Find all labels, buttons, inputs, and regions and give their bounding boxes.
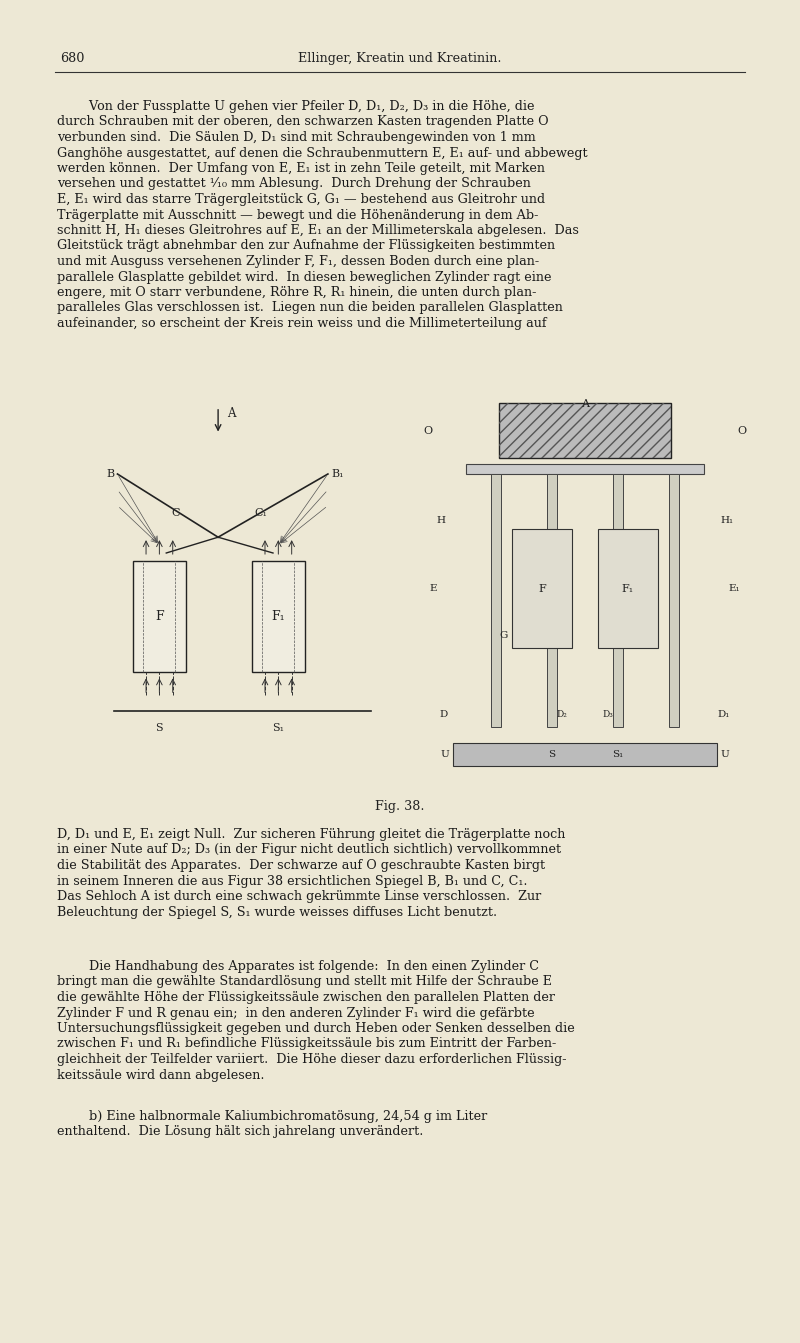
Bar	[613, 474, 623, 727]
Bar	[453, 743, 717, 767]
Text: S: S	[549, 749, 555, 759]
Text: und mit Ausguss versehenen Zylinder F, F₁, dessen Boden durch eine plan-: und mit Ausguss versehenen Zylinder F, F…	[57, 255, 539, 269]
Text: O: O	[423, 426, 433, 435]
Text: Beleuchtung der Spiegel S, S₁ wurde weisses diffuses Licht benutzt.: Beleuchtung der Spiegel S, S₁ wurde weis…	[57, 905, 497, 919]
Text: in einer Nute auf D₂; D₃ (in der Figur nicht deutlich sichtlich) vervollkommnet: in einer Nute auf D₂; D₃ (in der Figur n…	[57, 843, 561, 857]
Text: D, D₁ und E, E₁ zeigt Null.  Zur sicheren Führung gleitet die Trägerplatte noch: D, D₁ und E, E₁ zeigt Null. Zur sicheren…	[57, 829, 566, 841]
Text: zwischen F₁ und R₁ befindliche Flüssigkeitssäule bis zum Eintritt der Farben-: zwischen F₁ und R₁ befindliche Flüssigke…	[57, 1038, 556, 1050]
Text: U: U	[441, 749, 450, 759]
Text: enthaltend.  Die Lösung hält sich jahrelang unverändert.: enthaltend. Die Lösung hält sich jahrela…	[57, 1125, 423, 1139]
Text: bringt man die gewählte Standardlösung und stellt mit Hilfe der Schraube E: bringt man die gewählte Standardlösung u…	[57, 975, 552, 988]
Text: Die Handhabung des Apparates ist folgende:  In den einen Zylinder C: Die Handhabung des Apparates ist folgend…	[57, 960, 539, 972]
Text: F: F	[155, 610, 164, 623]
Text: die Stabilität des Apparates.  Der schwarze auf O geschraubte Kasten birgt: die Stabilität des Apparates. Der schwar…	[57, 860, 545, 872]
Text: G: G	[499, 631, 507, 639]
Text: D: D	[440, 710, 448, 719]
Bar	[499, 403, 670, 458]
Bar	[491, 474, 501, 727]
Text: E, E₁ wird das starre Trägergleitstück G, G₁ — bestehend aus Gleitrohr und: E, E₁ wird das starre Trägergleitstück G…	[57, 193, 545, 205]
Text: Untersuchungsflüssigkeit gegeben und durch Heben oder Senken desselben die: Untersuchungsflüssigkeit gegeben und dur…	[57, 1022, 574, 1035]
Bar	[598, 529, 658, 647]
Text: C₁: C₁	[254, 509, 267, 518]
Text: A: A	[227, 407, 236, 420]
Text: Gleitstück trägt abnehmbar den zur Aufnahme der Flüssigkeiten bestimmten: Gleitstück trägt abnehmbar den zur Aufna…	[57, 239, 555, 252]
Text: A: A	[581, 399, 589, 410]
Text: werden können.  Der Umfang von E, E₁ ist in zehn Teile geteilt, mit Marken: werden können. Der Umfang von E, E₁ ist …	[57, 163, 545, 175]
Text: H₁: H₁	[720, 516, 734, 525]
Bar	[512, 529, 572, 647]
Bar	[133, 561, 186, 672]
Text: F: F	[538, 584, 546, 594]
Bar	[499, 403, 670, 458]
Text: keitssäule wird dann abgelesen.: keitssäule wird dann abgelesen.	[57, 1069, 265, 1081]
Text: in seinem Inneren die aus Figur 38 ersichtlichen Spiegel B, B₁ und C, C₁.: in seinem Inneren die aus Figur 38 ersic…	[57, 874, 527, 888]
Text: Von der Fussplatte U gehen vier Pfeiler D, D₁, D₂, D₃ in die Höhe, die: Von der Fussplatte U gehen vier Pfeiler …	[57, 99, 534, 113]
Text: versehen und gestattet ¹⁄₁₀ mm Ablesung.  Durch Drehung der Schrauben: versehen und gestattet ¹⁄₁₀ mm Ablesung.…	[57, 177, 531, 191]
Text: S₁: S₁	[612, 749, 624, 759]
Text: 680: 680	[60, 52, 84, 64]
Text: D₂: D₂	[557, 710, 567, 719]
Text: Zylinder F und R genau ein;  in den anderen Zylinder F₁ wird die gefärbte: Zylinder F und R genau ein; in den ander…	[57, 1006, 534, 1019]
Text: D₁: D₁	[718, 710, 730, 719]
Text: paralleles Glas verschlossen ist.  Liegen nun die beiden parallelen Glasplatten: paralleles Glas verschlossen ist. Liegen…	[57, 301, 563, 314]
Text: C: C	[171, 509, 180, 518]
Text: aufeinander, so erscheint der Kreis rein weiss und die Millimeterteilung auf: aufeinander, so erscheint der Kreis rein…	[57, 317, 546, 330]
Text: durch Schrauben mit der oberen, den schwarzen Kasten tragenden Platte O: durch Schrauben mit der oberen, den schw…	[57, 115, 549, 129]
Text: U: U	[720, 749, 729, 759]
Text: O: O	[738, 426, 746, 435]
Text: F₁: F₁	[271, 610, 285, 623]
Text: Fig. 38.: Fig. 38.	[375, 800, 425, 813]
Text: Das Sehloch A ist durch eine schwach gekrümmte Linse verschlossen.  Zur: Das Sehloch A ist durch eine schwach gek…	[57, 890, 542, 902]
Text: F₁: F₁	[622, 584, 634, 594]
Text: E₁: E₁	[729, 584, 740, 594]
Text: b) Eine halbnormale Kaliumbichromatösung, 24,54 g im Liter: b) Eine halbnormale Kaliumbichromatösung…	[57, 1111, 487, 1123]
Text: S₁: S₁	[272, 723, 284, 733]
Text: Trägerplatte mit Ausschnitt — bewegt und die Höhenänderung in dem Ab-: Trägerplatte mit Ausschnitt — bewegt und…	[57, 208, 538, 222]
Text: Ellinger, Kreatin und Kreatinin.: Ellinger, Kreatin und Kreatinin.	[298, 52, 502, 64]
Text: gleichheit der Teilfelder variiert.  Die Höhe dieser dazu erforderlichen Flüssig: gleichheit der Teilfelder variiert. Die …	[57, 1053, 566, 1066]
Text: B: B	[106, 469, 114, 479]
Text: verbunden sind.  Die Säulen D, D₁ sind mit Schraubengewinden von 1 mm: verbunden sind. Die Säulen D, D₁ sind mi…	[57, 132, 536, 144]
Text: D₃: D₃	[602, 710, 614, 719]
Text: S: S	[155, 723, 163, 733]
Text: H: H	[437, 516, 446, 525]
Bar	[547, 474, 557, 727]
Text: B₁: B₁	[331, 469, 343, 479]
Bar	[466, 465, 704, 474]
Bar	[669, 474, 679, 727]
Text: Ganghöhe ausgestattet, auf denen die Schraubenmuttern E, E₁ auf- und abbewegt: Ganghöhe ausgestattet, auf denen die Sch…	[57, 146, 588, 160]
Text: engere, mit O starr verbundene, Röhre R, R₁ hinein, die unten durch plan-: engere, mit O starr verbundene, Röhre R,…	[57, 286, 536, 299]
Text: die gewählte Höhe der Flüssigkeitssäule zwischen den parallelen Platten der: die gewählte Höhe der Flüssigkeitssäule …	[57, 991, 555, 1005]
Bar	[252, 561, 305, 672]
Text: E: E	[430, 584, 438, 594]
Text: parallele Glasplatte gebildet wird.  In diesen beweglichen Zylinder ragt eine: parallele Glasplatte gebildet wird. In d…	[57, 270, 551, 283]
Text: schnitt H, H₁ dieses Gleitrohres auf E, E₁ an der Millimeterskala abgelesen.  Da: schnitt H, H₁ dieses Gleitrohres auf E, …	[57, 224, 579, 236]
